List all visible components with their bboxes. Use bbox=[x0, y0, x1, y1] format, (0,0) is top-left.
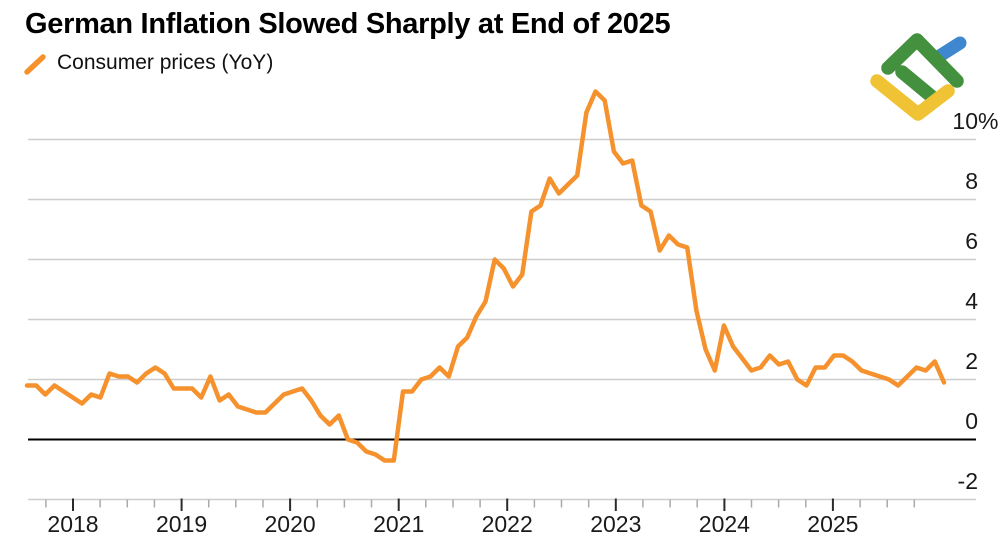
logo-green-inner-stroke bbox=[895, 65, 938, 103]
logo-yellow-chevron bbox=[870, 74, 955, 121]
legend-line-swatch-icon bbox=[24, 54, 46, 75]
x-axis-label: 2020 bbox=[264, 511, 316, 537]
y-axis-label: 6 bbox=[965, 227, 978, 254]
series-line-consumer-prices bbox=[24, 89, 947, 463]
x-axis-label: 2021 bbox=[373, 511, 425, 537]
x-axis-label: 2022 bbox=[481, 511, 533, 537]
y-axis-label: 10% bbox=[952, 107, 999, 134]
y-axis-label: -2 bbox=[957, 467, 978, 494]
chart-title: German Inflation Slowed Sharply at End o… bbox=[25, 8, 671, 40]
y-axis-label: 4 bbox=[965, 287, 978, 314]
y-axis-label: 0 bbox=[965, 407, 978, 434]
logo-blue-stroke bbox=[931, 36, 967, 64]
x-axis-label: 2023 bbox=[590, 511, 642, 537]
x-axis-label: 2018 bbox=[47, 511, 99, 537]
legend-label: Consumer prices (YoY) bbox=[57, 51, 274, 74]
x-axis-label: 2025 bbox=[807, 511, 859, 537]
logo-green-chevron bbox=[881, 33, 964, 88]
litefinance-logo bbox=[870, 33, 967, 121]
x-axis-label: 2019 bbox=[156, 511, 208, 537]
y-axis-label: 2 bbox=[965, 347, 978, 374]
y-axis-label: 8 bbox=[965, 167, 978, 194]
legend-slash-icon bbox=[24, 54, 46, 75]
x-axis-label: 2024 bbox=[698, 511, 750, 537]
